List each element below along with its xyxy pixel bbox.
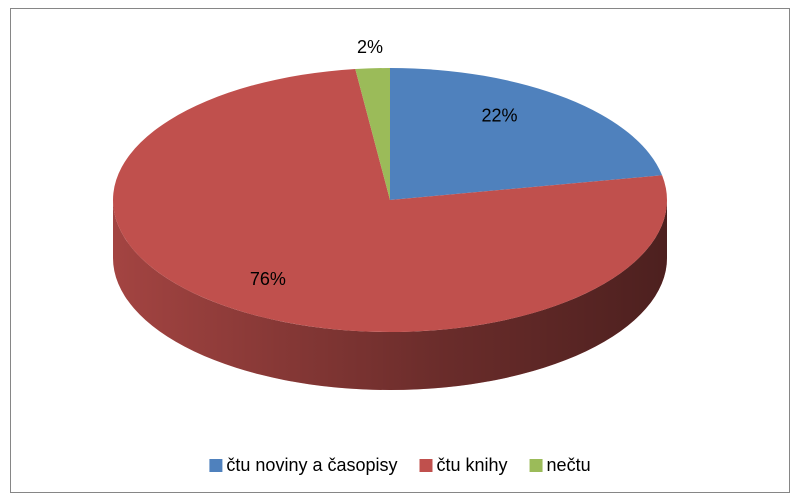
slice <box>113 69 668 332</box>
data-label: 76% <box>250 269 286 289</box>
legend-swatch <box>419 459 433 472</box>
slice-side-shade <box>113 200 667 390</box>
data-label: 22% <box>481 106 517 126</box>
data-label: 2% <box>357 37 383 57</box>
legend-label: čtu noviny a časopisy <box>226 455 397 475</box>
legend-label: čtu knihy <box>437 455 508 475</box>
slice <box>355 68 390 200</box>
legend-swatch <box>529 459 543 472</box>
legend-label: nečtu <box>547 455 591 475</box>
legend-swatch <box>209 459 223 472</box>
slice <box>390 68 663 200</box>
